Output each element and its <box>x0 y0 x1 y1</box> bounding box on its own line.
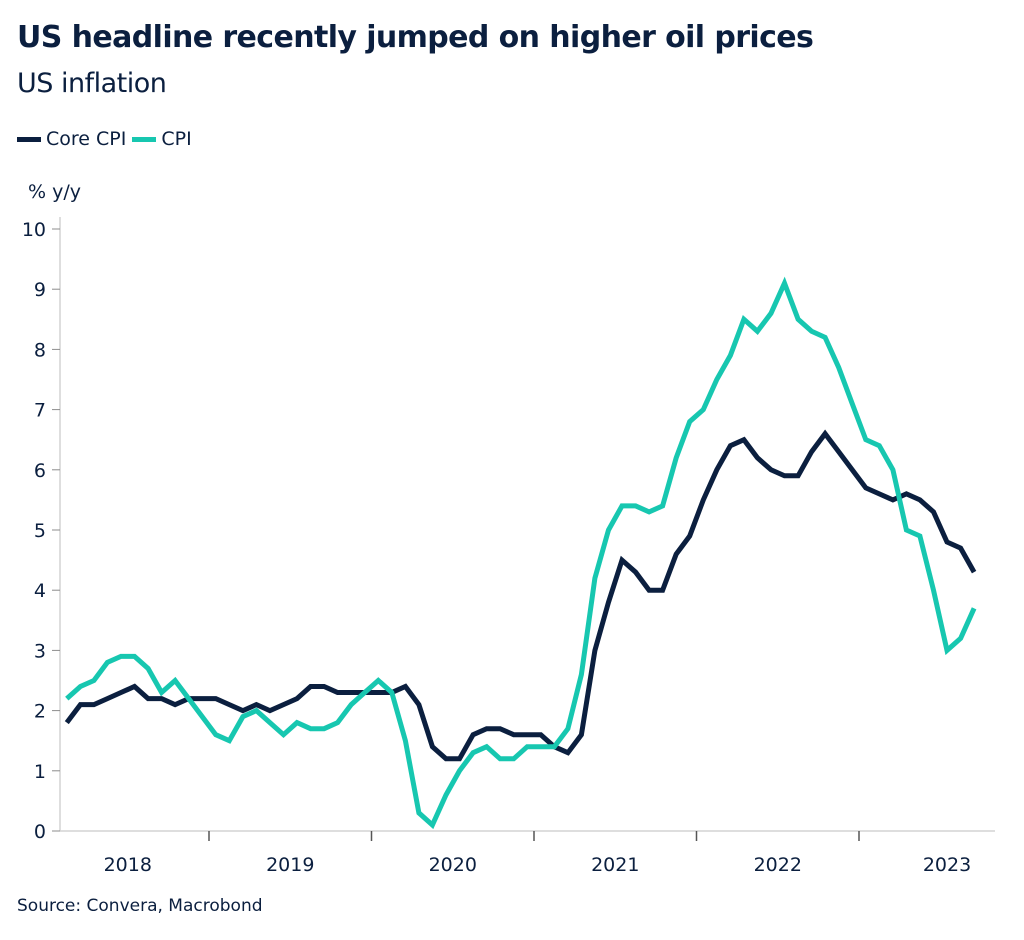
y-tick-label: 7 <box>34 400 46 422</box>
y-tick-label: 5 <box>34 520 46 542</box>
x-tick-label: 2023 <box>923 854 971 876</box>
x-tick-label: 2019 <box>266 854 314 876</box>
y-tick-label: 3 <box>34 640 46 662</box>
y-tick-label: 0 <box>34 821 46 843</box>
y-tick-label: 10 <box>22 219 46 241</box>
y-tick-label: 4 <box>34 580 46 602</box>
series-line-core-cpi <box>64 429 977 762</box>
y-tick-label: 6 <box>34 460 46 482</box>
x-tick-label: 2020 <box>429 854 477 876</box>
x-tick-label: 2022 <box>754 854 802 876</box>
y-tick-label: 2 <box>34 701 46 723</box>
series-group <box>64 276 977 830</box>
legend-item-core-cpi[interactable]: Core CPI <box>17 128 126 150</box>
source-note: Source: Convera, Macrobond <box>17 896 263 916</box>
legend-swatch-core-cpi <box>17 136 41 142</box>
y-axis-unit-label: % y/y <box>28 181 81 203</box>
x-tick-label: 2021 <box>591 854 639 876</box>
y-tick-label: 8 <box>34 339 46 361</box>
legend-item-cpi[interactable]: CPI <box>132 128 192 150</box>
series-line-cpi <box>65 276 977 830</box>
legend-label-core-cpi: Core CPI <box>46 128 127 150</box>
axes: 0 1 2 3 4 5 6 7 8 9 10 2018 2019 2020 2021 2022 2023 <box>22 217 995 876</box>
y-tick-label: 9 <box>34 279 46 301</box>
legend-swatch-cpi <box>132 136 157 142</box>
x-tick-label: 2018 <box>104 854 152 876</box>
chart-subtitle: US inflation <box>17 68 167 99</box>
y-tick-label: 1 <box>34 761 46 783</box>
chart-title: US headline recently jumped on higher oi… <box>17 20 814 55</box>
legend: Core CPI CPI <box>17 128 198 150</box>
legend-label-cpi: CPI <box>161 128 192 150</box>
